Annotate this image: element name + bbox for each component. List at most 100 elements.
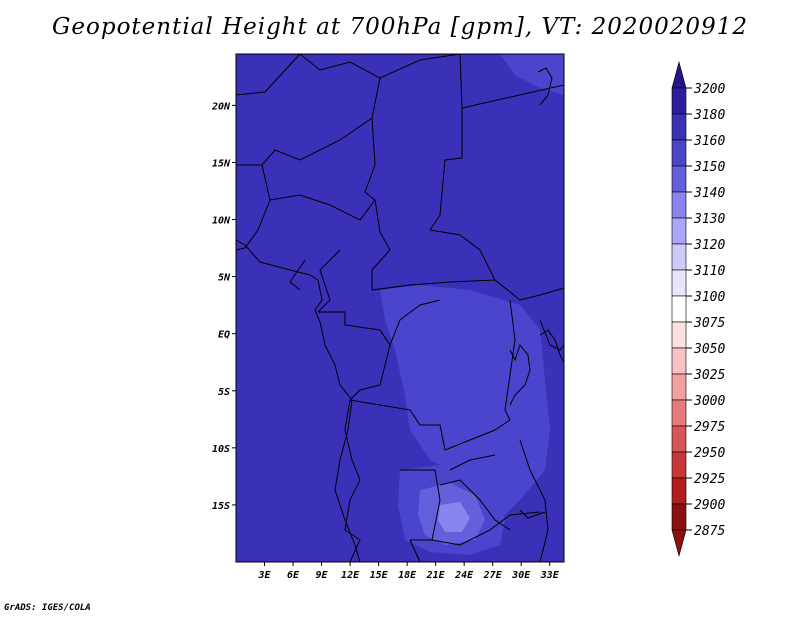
- colorbar-swatch: [671, 139, 687, 167]
- colorbar-label: 2875: [694, 524, 725, 539]
- colorbar-label: 3140: [693, 186, 725, 201]
- lat-tick-label: 10S: [212, 444, 230, 455]
- border-line: [539, 319, 565, 351]
- colorbar-label: 2975: [694, 420, 725, 435]
- lon-tick-label: 6E: [287, 570, 300, 581]
- border-line: [371, 279, 496, 291]
- lat-tick-label: 15S: [212, 501, 230, 512]
- border-line: [409, 539, 421, 563]
- border-line: [400, 469, 441, 541]
- border-line: [235, 164, 271, 251]
- lat-tick-label: 15N: [212, 158, 231, 169]
- colorbar-swatch: [671, 347, 687, 375]
- border-line: [314, 279, 353, 401]
- lon-tick-label: 21E: [426, 570, 446, 581]
- border-line: [389, 299, 441, 346]
- colorbar-bottom-arrow: [671, 529, 687, 558]
- colorbar-swatch: [671, 269, 687, 297]
- border-line: [235, 239, 319, 281]
- lon-tick-label: 24E: [454, 570, 474, 581]
- colorbar-swatch: [671, 191, 687, 219]
- colorbar-swatch: [671, 425, 687, 453]
- colorbar-label: 3025: [693, 368, 725, 383]
- lat-tick-label: 20N: [211, 101, 231, 112]
- border-line: [299, 53, 381, 201]
- longitude-axis: 3E 6E 9E 12E 15E 18E 21E 24E 27E 30E 33E: [257, 562, 560, 581]
- lon-tick-label: 27E: [483, 570, 503, 581]
- colorbar-label: 3000: [693, 394, 725, 409]
- colorbar-swatch: [671, 451, 687, 479]
- colorbar-label: 3200: [693, 82, 725, 97]
- border-line: [334, 399, 361, 563]
- lon-tick-label: 30E: [511, 570, 531, 581]
- colorbar-top-arrow: [671, 60, 687, 89]
- border-line: [289, 259, 306, 291]
- colorbar-swatch: [671, 503, 687, 531]
- colorbar-swatch: [671, 399, 687, 427]
- colorbar-swatch: [671, 165, 687, 193]
- border-line: [317, 249, 341, 313]
- colorbar-swatch: [671, 295, 687, 323]
- field-region-north: [236, 54, 564, 290]
- border-line: [431, 511, 541, 546]
- border-line: [539, 329, 565, 363]
- border-line: [235, 53, 301, 96]
- colorbar-swatch: [671, 113, 687, 141]
- field-region-congo: [380, 285, 550, 520]
- border-line: [461, 84, 565, 109]
- colorbar-label: 3130: [693, 212, 725, 227]
- colorbar-label: 3075: [693, 316, 725, 331]
- field-region-south-peak: [438, 502, 470, 532]
- border-line: [519, 439, 549, 563]
- border-line: [318, 311, 391, 401]
- colorbar-label: 3050: [693, 342, 725, 357]
- colorbar-label: 3180: [693, 108, 725, 123]
- map-frame: [235, 53, 565, 563]
- colorbar-label: 3150: [693, 160, 725, 175]
- colorbar-label: 3160: [693, 134, 725, 149]
- colorbar-swatch: [671, 87, 687, 115]
- colorbar-swatch: [671, 217, 687, 245]
- colorbar-label: 3100: [693, 290, 725, 305]
- border-line: [449, 454, 496, 471]
- country-borders: [235, 53, 565, 563]
- border-line: [439, 479, 511, 531]
- credit-text: GrADS: IGES/COLA: [4, 603, 91, 613]
- colorbar: 3200 3180 3160 3150 3140 3130 3120 3110 3100 3075…: [671, 60, 725, 558]
- colorbar-label: 3110: [693, 264, 725, 279]
- border-line: [349, 399, 511, 451]
- border-line: [371, 199, 391, 290]
- lon-tick-label: 33E: [540, 570, 560, 581]
- colorbar-swatch: [671, 477, 687, 505]
- latitude-axis: 20N 15N 10N 5N EQ 5S 10S 15S: [211, 101, 236, 512]
- lat-tick-label: 10N: [212, 216, 231, 227]
- border-line: [379, 53, 461, 79]
- lon-tick-label: 12E: [341, 570, 360, 581]
- border-line: [519, 509, 546, 519]
- colorbar-label: 3120: [693, 238, 725, 253]
- colorbar-swatch: [671, 321, 687, 349]
- lon-tick-label: 9E: [316, 570, 329, 581]
- lat-tick-label: 5S: [218, 387, 230, 398]
- geopotential-field: [236, 54, 564, 562]
- colorbar-label: 2900: [694, 498, 725, 513]
- border-line: [429, 53, 463, 231]
- border-line: [537, 67, 553, 106]
- border-line: [509, 343, 531, 406]
- border-line: [269, 194, 376, 221]
- border-line: [236, 117, 373, 166]
- lon-tick-label: 15E: [370, 570, 389, 581]
- border-line: [504, 299, 516, 421]
- colorbar-swatch: [671, 243, 687, 271]
- lat-tick-label: EQ: [218, 330, 230, 341]
- lat-tick-label: 5N: [218, 273, 231, 284]
- field-region-northeast: [500, 54, 564, 95]
- lon-tick-label: 3E: [257, 570, 271, 581]
- colorbar-label: 2925: [694, 472, 725, 487]
- lon-tick-label: 18E: [398, 570, 417, 581]
- colorbar-label: 2950: [694, 446, 725, 461]
- colorbar-swatch: [671, 373, 687, 401]
- border-line: [344, 399, 361, 531]
- map-title: Geopotential Height at 700hPa [gpm], VT:…: [52, 14, 748, 40]
